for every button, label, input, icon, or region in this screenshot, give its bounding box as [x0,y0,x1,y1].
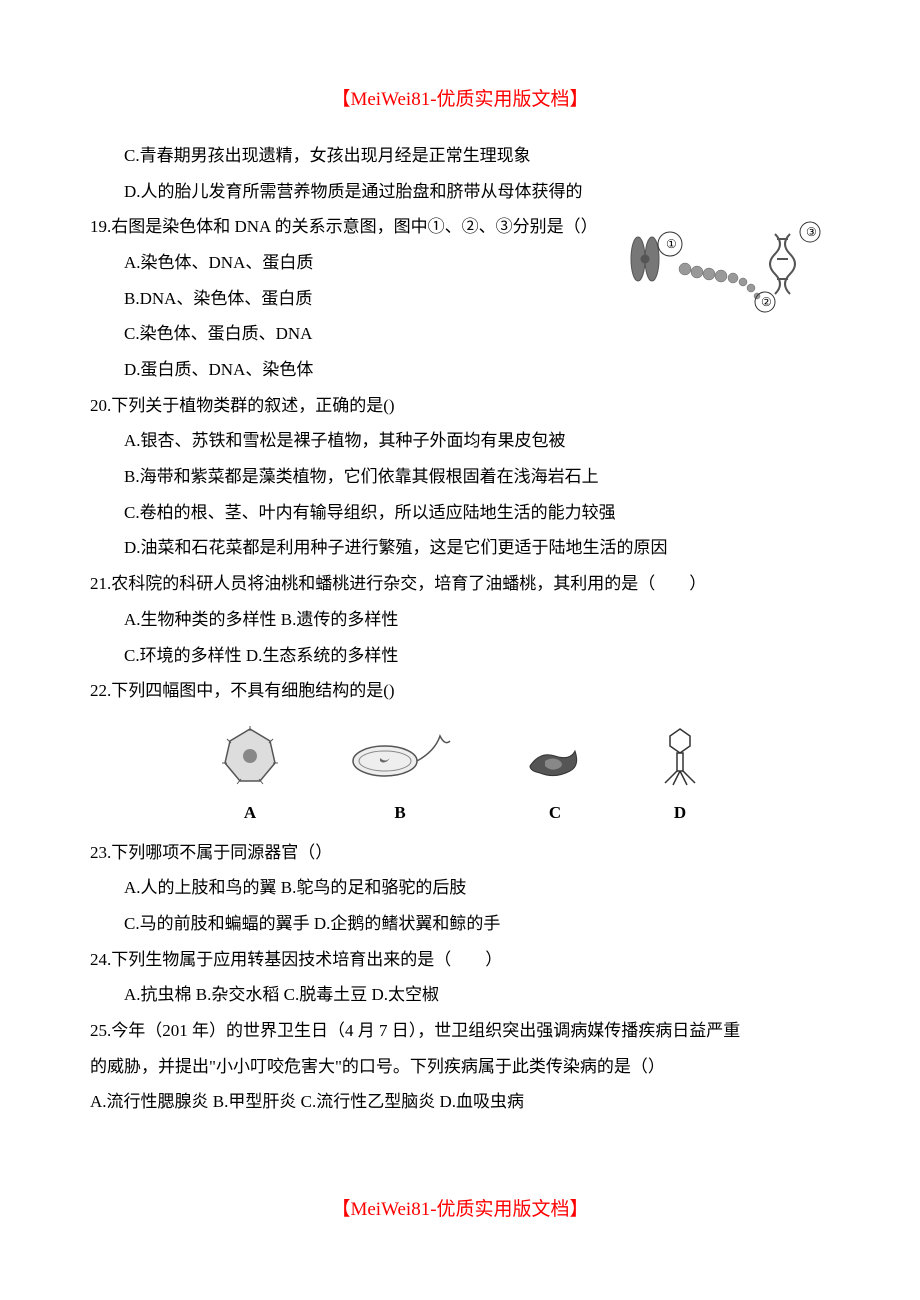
q23-option-cd: C.马的前肢和蝙蝠的翼手 D.企鹅的鳍状翼和鲸的手 [90,906,830,942]
q22-label-d: D [655,795,705,831]
q22-text: 22.下列四幅图中，不具有细胞结构的是() [90,673,830,709]
q19-option-d: D.蛋白质、DNA、染色体 [90,352,830,388]
q19: ① ② [90,209,830,387]
q21: 21.农科院的科研人员将油桃和蟠桃进行杂交，培育了油蟠桃，其利用的是（ ） A.… [90,566,830,673]
q22-figure-d: D [655,721,705,831]
q22: 22.下列四幅图中，不具有细胞结构的是() A [90,673,830,830]
q24-text: 24.下列生物属于应用转基因技术培育出来的是（ ） [90,942,830,978]
chromosome-dna-diagram: ① ② [610,214,830,324]
q21-option-cd: C.环境的多样性 D.生态系统的多样性 [90,638,830,674]
q24: 24.下列生物属于应用转基因技术培育出来的是（ ） A.抗虫棉 B.杂交水稻 C… [90,942,830,1013]
q20-option-d: D.油菜和石花菜都是利用种子进行繁殖，这是它们更适于陆地生活的原因 [90,530,830,566]
q18-option-c: C.青春期男孩出现遗精，女孩出现月经是正常生理现象 [90,138,830,174]
q22-label-c: C [515,795,595,831]
q22-label-b: B [345,795,455,831]
q23: 23.下列哪项不属于同源器官（） A.人的上肢和鸟的翼 B.鸵鸟的足和骆驼的后肢… [90,835,830,942]
q18-option-d: D.人的胎儿发育所需营养物质是通过胎盘和脐带从母体获得的 [90,174,830,210]
q22-figure-b: B [345,721,455,831]
document-content: C.青春期男孩出现遗精，女孩出现月经是正常生理现象 D.人的胎儿发育所需营养物质… [90,138,830,1120]
q25-options: A.流行性腮腺炎 B.甲型肝炎 C.流行性乙型脑炎 D.血吸虫病 [90,1084,830,1120]
svg-text:①: ① [666,237,677,251]
q23-option-ab: A.人的上肢和鸟的翼 B.鸵鸟的足和骆驼的后肢 [90,870,830,906]
q22-label-a: A [215,795,285,831]
q20-text: 20.下列关于植物类群的叙述，正确的是() [90,388,830,424]
q22-figure-a: A [215,721,285,831]
q24-options: A.抗虫棉 B.杂交水稻 C.脱毒土豆 D.太空椒 [90,977,830,1013]
q21-option-ab: A.生物种类的多样性 B.遗传的多样性 [90,602,830,638]
q25-text1: 25.今年（201 年）的世界卫生日（4 月 7 日），世卫组织突出强调病媒传播… [90,1013,830,1049]
svg-text:③: ③ [806,225,817,239]
q20-option-c: C.卷柏的根、茎、叶内有输导组织，所以适应陆地生活的能力较强 [90,495,830,531]
q25-text2: 的威胁，并提出"小小叮咬危害大"的口号。下列疾病属于此类传染病的是（） [90,1049,830,1085]
q22-figures: A B C [90,721,830,831]
svg-text:②: ② [761,295,772,309]
q25: 25.今年（201 年）的世界卫生日（4 月 7 日），世卫组织突出强调病媒传播… [90,1013,830,1120]
q22-figure-c: C [515,721,595,831]
q20-option-b: B.海带和紫菜都是藻类植物，它们依靠其假根固着在浅海岩石上 [90,459,830,495]
page-header: 【MeiWei81-优质实用版文档】 [90,80,830,120]
q20-option-a: A.银杏、苏铁和雪松是裸子植物，其种子外面均有果皮包被 [90,423,830,459]
q20: 20.下列关于植物类群的叙述，正确的是() A.银杏、苏铁和雪松是裸子植物，其种… [90,388,830,566]
q23-text: 23.下列哪项不属于同源器官（） [90,835,830,871]
q21-text: 21.农科院的科研人员将油桃和蟠桃进行杂交，培育了油蟠桃，其利用的是（ ） [90,566,830,602]
page-footer: 【MeiWei81-优质实用版文档】 [0,1190,920,1230]
